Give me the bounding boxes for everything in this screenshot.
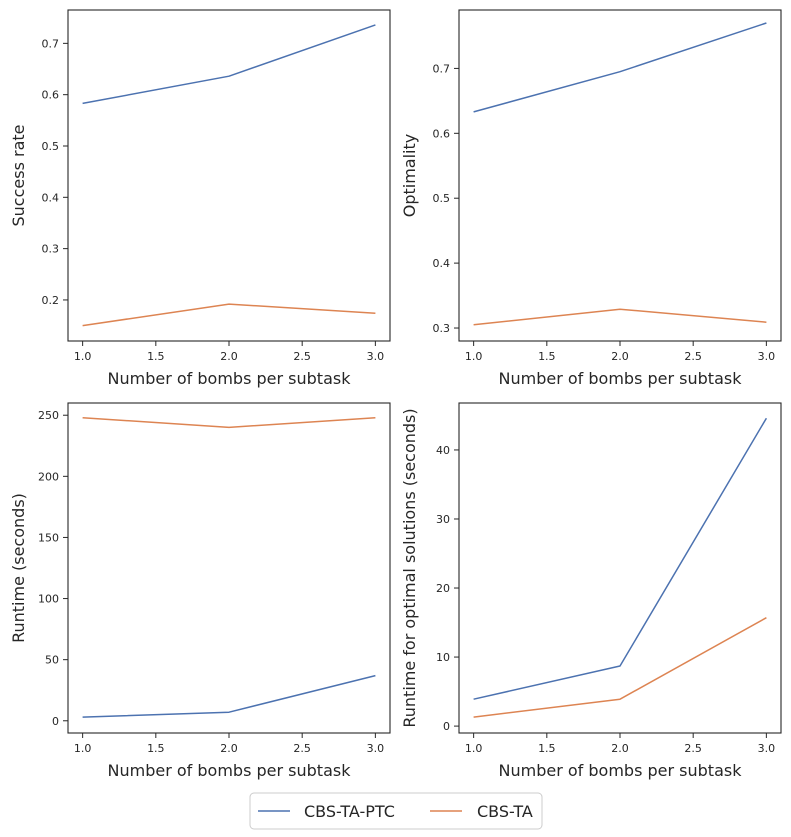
x-tick-label: 3.0 bbox=[367, 742, 385, 755]
legend-label-cbs-ta-ptc: CBS-TA-PTC bbox=[304, 802, 395, 821]
y-tick-label: 200 bbox=[38, 470, 59, 483]
series-line-cbs-ta bbox=[82, 303, 376, 327]
y-tick-label: 100 bbox=[38, 593, 59, 606]
y-tick-label: 0.6 bbox=[42, 89, 60, 102]
panel-runtime-optimal: 1.0 1.5 2.0 2.5 3.0 0 10 20 30 40 Number of bombs … bbox=[400, 402, 782, 780]
x-tick-label: 1.5 bbox=[538, 350, 556, 363]
y-tick-label: 0.5 bbox=[42, 140, 60, 153]
legend-label-cbs-ta: CBS-TA bbox=[477, 802, 533, 821]
y-axis-label: Success rate bbox=[9, 125, 28, 227]
x-tick-label: 2.0 bbox=[611, 350, 629, 363]
plot-frame bbox=[458, 9, 782, 342]
y-tick-label: 0.4 bbox=[433, 257, 451, 270]
x-tick-label: 1.5 bbox=[147, 350, 165, 363]
series-line-cbs-ta bbox=[473, 617, 767, 718]
x-tick-label: 2.0 bbox=[611, 742, 629, 755]
panel-success-rate: 1.0 1.5 2.0 2.5 3.0 0.2 0.3 0.4 0.5 0.6 0.7 Number … bbox=[9, 9, 391, 388]
y-tick-label: 150 bbox=[38, 531, 59, 544]
y-axis-label: Runtime for optimal solutions (seconds) bbox=[400, 408, 419, 727]
x-tick-label: 2.5 bbox=[293, 742, 311, 755]
y-tick-label: 40 bbox=[436, 444, 450, 457]
plot-frame bbox=[67, 9, 391, 342]
legend-frame bbox=[249, 792, 543, 830]
x-tick-label: 3.0 bbox=[367, 350, 385, 363]
y-tick-label: 0.5 bbox=[433, 192, 451, 205]
y-tick-label: 0 bbox=[52, 715, 59, 728]
y-tick-label: 0.2 bbox=[42, 294, 60, 307]
x-tick-label: 2.5 bbox=[293, 350, 311, 363]
y-tick-label: 0.3 bbox=[42, 243, 60, 256]
x-tick-label: 1.0 bbox=[465, 742, 483, 755]
series-line-cbs-ta-ptc bbox=[473, 417, 768, 700]
series-line-cbs-ta-ptc bbox=[473, 22, 767, 113]
x-tick-label: 1.5 bbox=[147, 742, 165, 755]
x-tick-label: 2.0 bbox=[220, 742, 238, 755]
plot-frame bbox=[458, 402, 782, 734]
legend: CBS-TA-PTC CBS-TA bbox=[249, 792, 543, 830]
y-tick-label: 0.3 bbox=[433, 322, 451, 335]
series-line-cbs-ta-ptc bbox=[82, 674, 376, 718]
x-axis-label: Number of bombs per subtask bbox=[108, 761, 352, 780]
y-tick-label: 50 bbox=[45, 654, 59, 667]
y-tick-label: 10 bbox=[436, 651, 450, 664]
x-tick-label: 2.5 bbox=[684, 350, 702, 363]
x-tick-label: 1.0 bbox=[74, 350, 92, 363]
x-tick-label: 1.5 bbox=[538, 742, 556, 755]
y-tick-label: 250 bbox=[38, 409, 59, 422]
y-axis-label: Runtime (seconds) bbox=[9, 493, 28, 643]
series-line-cbs-ta-ptc bbox=[82, 24, 376, 105]
y-tick-label: 0.7 bbox=[433, 62, 451, 75]
x-tick-label: 3.0 bbox=[758, 350, 776, 363]
x-tick-label: 3.0 bbox=[758, 742, 776, 755]
y-tick-label: 0.7 bbox=[42, 37, 60, 50]
x-axis-label: Number of bombs per subtask bbox=[108, 369, 352, 388]
x-tick-label: 1.0 bbox=[465, 350, 483, 363]
panel-runtime: 1.0 1.5 2.0 2.5 3.0 0 50 100 150 200 250 Number of … bbox=[9, 402, 391, 780]
panels: 1.0 1.5 2.0 2.5 3.0 0.2 0.3 0.4 0.5 0.6 0.7 Number … bbox=[9, 9, 782, 780]
panel-optimality: 1.0 1.5 2.0 2.5 3.0 0.3 0.4 0.5 0.6 0.7 Number of … bbox=[400, 9, 782, 388]
x-tick-label: 2.5 bbox=[684, 742, 702, 755]
x-tick-label: 1.0 bbox=[74, 742, 92, 755]
y-tick-label: 0.4 bbox=[42, 191, 60, 204]
y-tick-label: 30 bbox=[436, 513, 450, 526]
x-tick-label: 2.0 bbox=[220, 350, 238, 363]
series-line-cbs-ta bbox=[473, 308, 767, 326]
y-tick-label: 20 bbox=[436, 582, 450, 595]
y-tick-label: 0 bbox=[443, 720, 450, 733]
y-axis-label: Optimality bbox=[400, 134, 419, 218]
x-axis-label: Number of bombs per subtask bbox=[499, 761, 743, 780]
series-line-cbs-ta bbox=[82, 416, 376, 429]
x-axis-label: Number of bombs per subtask bbox=[499, 369, 743, 388]
y-tick-label: 0.6 bbox=[433, 127, 451, 140]
